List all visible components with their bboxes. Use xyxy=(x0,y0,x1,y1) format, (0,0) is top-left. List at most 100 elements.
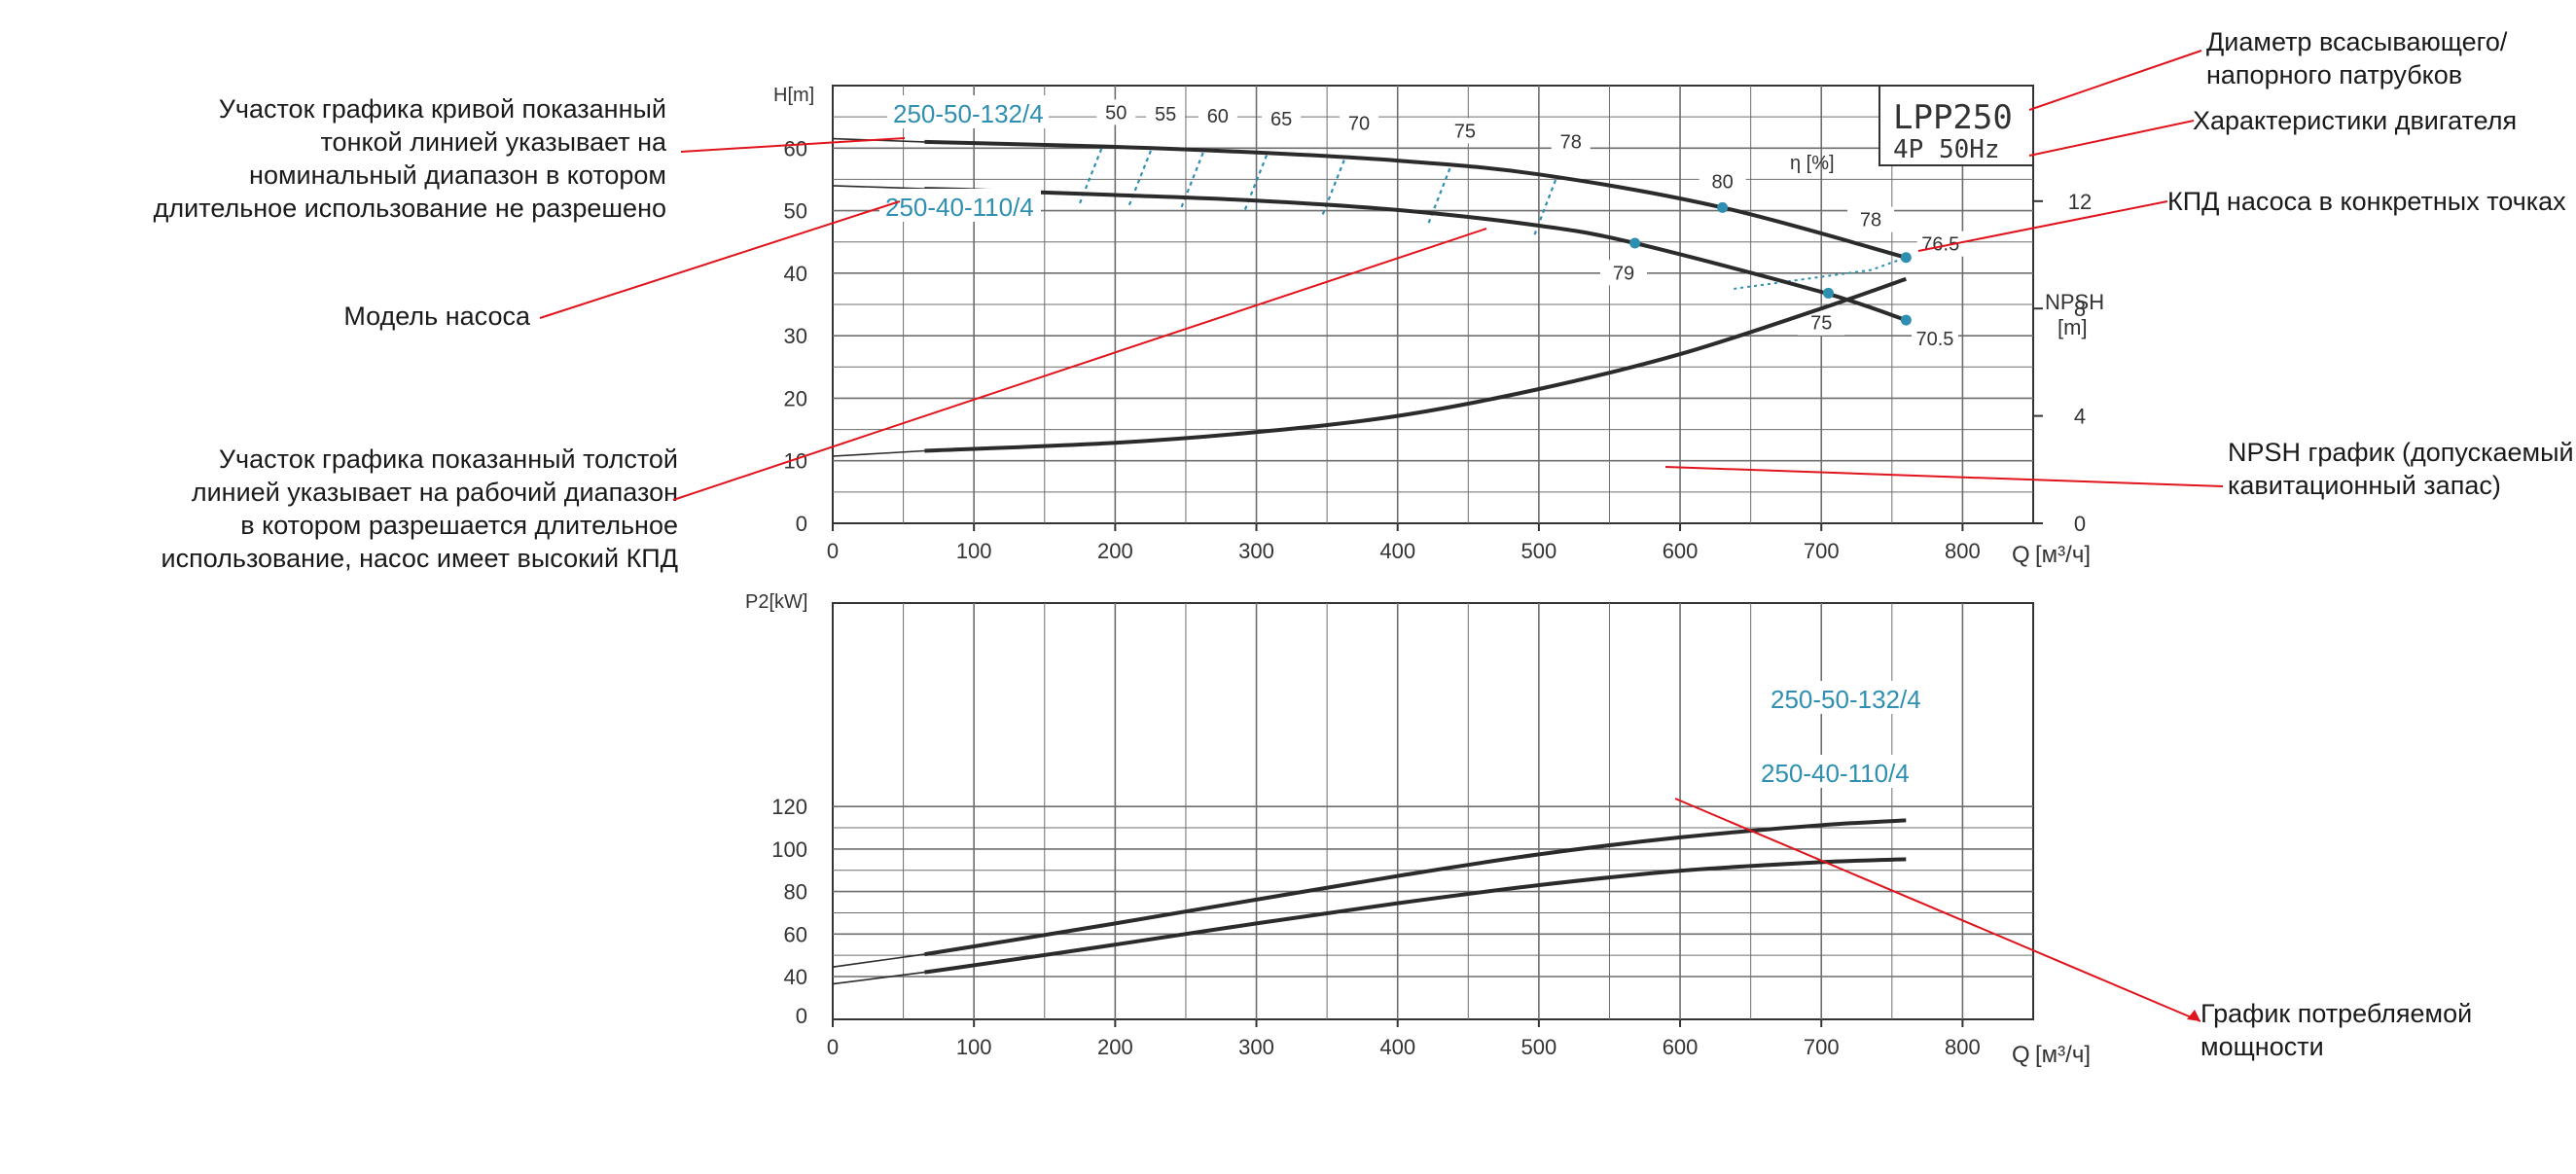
efficiency-point-label: 78 xyxy=(1860,210,1881,231)
x-tick-label: 800 xyxy=(1945,1035,1981,1059)
npsh-curve-thick xyxy=(924,276,1907,453)
x-tick-label: 100 xyxy=(956,1035,992,1059)
motor-spec: 4P 50Hz xyxy=(1893,135,2000,164)
x-tick-label: 200 xyxy=(1097,1035,1133,1059)
y-tick-label: 40 xyxy=(784,965,807,989)
model-name: LPP250 xyxy=(1893,98,2013,137)
y-tick-label: 60 xyxy=(784,922,807,946)
note-line: Модель насоса xyxy=(343,302,530,331)
note-pump-model: Модель насоса xyxy=(343,300,530,333)
note-npsh: NPSH график (допускаемый кавитационный з… xyxy=(2228,436,2574,502)
y2-tick-label: 12 xyxy=(2068,190,2092,214)
callout-line xyxy=(680,137,906,153)
series-label: 250-50-132/4 xyxy=(1771,685,1921,714)
efficiency-point-label-bg xyxy=(1847,206,1895,232)
callout-line xyxy=(1917,200,2168,252)
y-tick-label: 100 xyxy=(771,837,807,862)
note-thin-line: Участок графика кривой показанный тонкой… xyxy=(154,92,666,225)
series-label: 250-50-132/4 xyxy=(893,99,1044,128)
efficiency-axis-label: η [%] xyxy=(1790,153,1835,174)
efficiency-point-label: 70.5 xyxy=(1915,329,1953,350)
efficiency-point-label: 76.5 xyxy=(1921,234,1959,256)
note-diameter: Диаметр всасывающего/ напорного патрубко… xyxy=(2206,25,2507,91)
x-tick-label: 600 xyxy=(1663,1035,1699,1059)
efficiency-point-label-bg xyxy=(1699,168,1746,195)
efficiency-point xyxy=(1822,287,1834,299)
note-line: Участок графика показанный толстой xyxy=(218,445,678,474)
y2-tick-label: 4 xyxy=(2074,405,2086,429)
callout-arrowhead xyxy=(2187,1010,2200,1021)
efficiency-label: 55 xyxy=(1155,104,1176,125)
efficiency-label-bg xyxy=(1551,128,1591,155)
power-curve-thick-250-50-132/4 xyxy=(924,818,1907,957)
x-tick-label: 400 xyxy=(1379,1035,1415,1059)
efficiency-link xyxy=(1734,256,1907,290)
efficiency-point xyxy=(1900,252,1912,264)
efficiency-label-bg xyxy=(1262,105,1302,131)
callout-line xyxy=(1664,466,2224,487)
note-line: Участок графика кривой показанный xyxy=(218,94,666,124)
x-tick-label: 500 xyxy=(1521,1035,1557,1059)
note-line: кавитационный запас) xyxy=(2228,471,2501,500)
note-line: График потребляемой xyxy=(2200,999,2473,1028)
power-curve-thick-250-40-110/4 xyxy=(924,857,1907,975)
x-axis-units: [м³/ч] xyxy=(2035,542,2091,568)
efficiency-point-label-bg xyxy=(1599,260,1647,286)
y-tick-label: 120 xyxy=(771,795,807,819)
x-tick-label: 400 xyxy=(1379,539,1415,563)
callout-line xyxy=(2028,120,2195,157)
efficiency-label: 50 xyxy=(1105,102,1127,124)
note-motor: Характеристики двигателя xyxy=(2193,104,2517,137)
x-axis-label: Q xyxy=(2012,1042,2030,1068)
efficiency-point-label: 75 xyxy=(1810,313,1832,335)
note-line: использование, насос имеет высокий КПД xyxy=(161,544,678,573)
note-line: напорного патрубков xyxy=(2206,60,2463,89)
y-axis-label: H[m] xyxy=(773,85,814,106)
power-chart: 0 100 200 300 400 500 600 700 800 40 60 80 100 120 0 P2… xyxy=(745,591,2091,1068)
power-curve-thin-250-40-110/4 xyxy=(832,971,925,985)
note-line: в котором разрешается длительное xyxy=(240,511,678,540)
efficiency-point xyxy=(1717,201,1729,213)
y-tick-label: 0 xyxy=(796,512,807,536)
y-tick-label: 20 xyxy=(784,386,807,410)
callout-line xyxy=(672,228,1487,501)
model-box xyxy=(1878,85,2034,166)
head-chart: 0 100 200 300 400 500 600 700 800010203040506004… xyxy=(773,85,2104,568)
x-tick-label: 700 xyxy=(1804,1035,1840,1059)
efficiency-label-bg xyxy=(1445,118,1485,144)
note-line: КПД насоса в конкретных точках xyxy=(2167,187,2566,216)
power-curve-thin-250-50-132/4 xyxy=(832,953,925,968)
x-axis-label: Q xyxy=(2012,542,2030,568)
efficiency-point xyxy=(1900,314,1912,326)
y-tick-label: 50 xyxy=(784,199,807,224)
note-line: Диаметр всасывающего/ xyxy=(2206,27,2508,56)
note-line: тонкой линией указывает на xyxy=(320,127,666,157)
npsh-curve-thin xyxy=(832,449,925,457)
note-line: мощности xyxy=(2200,1032,2324,1061)
efficiency-point xyxy=(1629,237,1641,249)
head-curve-thick-250-50-132/4 xyxy=(924,139,1907,260)
note-line: номинальный диапазон в котором xyxy=(249,160,666,190)
note-power: График потребляемой мощности xyxy=(2200,997,2472,1063)
efficiency-point-label-bg xyxy=(1911,325,1958,351)
efficiency-label-bg xyxy=(1146,101,1186,127)
x-tick-label: 0 xyxy=(827,539,839,563)
x-tick-label: 100 xyxy=(956,539,992,563)
x-tick-label: 200 xyxy=(1097,539,1133,563)
series-label-bg xyxy=(1757,755,1918,788)
note-line: длительное использование не разрешено xyxy=(153,194,666,223)
efficiency-label-bg xyxy=(1339,110,1378,136)
x-tick-label: 600 xyxy=(1663,539,1699,563)
series-label: 250-40-110/4 xyxy=(1761,759,1910,788)
x-tick-label: 300 xyxy=(1238,1035,1274,1059)
series-label-bg xyxy=(887,95,1049,128)
x-tick-label: 300 xyxy=(1238,539,1274,563)
y2-tick-label: 0 xyxy=(2074,512,2086,536)
callout-lines xyxy=(539,50,2224,1022)
y-tick-label: 30 xyxy=(784,324,807,348)
callout-line xyxy=(539,200,901,319)
y-tick-label: 60 xyxy=(784,136,807,160)
y-tick-label: 80 xyxy=(784,880,807,905)
